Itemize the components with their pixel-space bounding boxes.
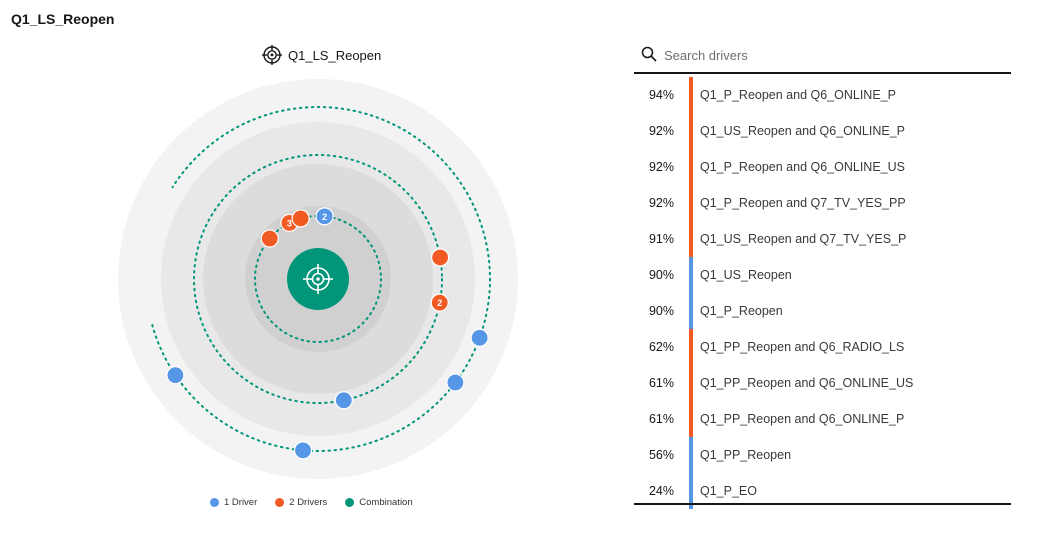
driver-percentage: 24% (648, 484, 674, 498)
driver-row[interactable]: 90% Q1_US_Reopen (634, 257, 1011, 293)
driver-name: Q1_P_Reopen and Q7_TV_YES_PP (700, 196, 906, 210)
driver-type-bar (689, 113, 693, 149)
driver-type-bar (689, 185, 693, 221)
search-bar (634, 38, 1011, 74)
driver-row[interactable]: 56% Q1_PP_Reopen (634, 437, 1011, 473)
radial-chart-panel: 3 2 2 Q1_LS_Reopen 1 Driver 2 Drivers Comb… (0, 38, 630, 542)
driver-percentage: 61% (648, 376, 674, 390)
legend-item-combination[interactable]: Combination (345, 497, 413, 508)
driver-row[interactable]: 62% Q1_PP_Reopen and Q6_RADIO_LS (634, 329, 1011, 365)
driver-percentage: 90% (648, 268, 674, 282)
orbit-outer-gap (143, 186, 175, 325)
legend-swatch (345, 498, 355, 507)
driver-row[interactable]: 92% Q1_P_Reopen and Q7_TV_YES_PP (634, 185, 1011, 221)
page-title: Q1_LS_Reopen (11, 11, 115, 27)
driver-name: Q1_US_Reopen and Q6_ONLINE_P (700, 124, 905, 138)
driver-type-bar (689, 221, 693, 257)
target-icon (262, 45, 282, 65)
two-driver-node[interactable] (430, 293, 449, 312)
target-icon-dot (316, 277, 320, 281)
driver-percentage: 62% (648, 340, 674, 354)
driver-name: Q1_PP_Reopen and Q6_ONLINE_US (700, 376, 914, 390)
driver-name: Q1_PP_Reopen (700, 448, 792, 462)
drivers-panel: 94% Q1_P_Reopen and Q6_ONLINE_P 92% Q1_US_R… (634, 38, 1011, 509)
driver-type-bar (689, 149, 693, 185)
two-driver-node[interactable] (431, 248, 450, 267)
legend-label: Combination (359, 497, 413, 508)
driver-type-bar (689, 329, 693, 365)
chart-header: Q1_LS_Reopen (262, 45, 381, 65)
one-driver-node[interactable] (334, 391, 353, 410)
chart-header-label: Q1_LS_Reopen (288, 47, 382, 63)
legend: 1 Driver 2 Drivers Combination (210, 497, 413, 508)
driver-percentage: 61% (648, 412, 674, 426)
driver-name: Q1_P_Reopen (700, 304, 783, 318)
driver-type-bar (689, 365, 693, 401)
node-count-badge: 2 (322, 212, 327, 222)
driver-name: Q1_P_Reopen and Q6_ONLINE_P (700, 88, 896, 102)
driver-name: Q1_P_EO (700, 484, 757, 498)
legend-label: 1 Driver (224, 497, 258, 508)
legend-swatch (210, 498, 219, 507)
driver-name: Q1_P_Reopen and Q6_ONLINE_US (700, 160, 905, 174)
radial-chart: 3 2 2 (118, 79, 518, 479)
search-icon[interactable] (641, 46, 657, 62)
one-driver-node[interactable] (446, 373, 465, 392)
driver-name: Q1_US_Reopen and Q7_TV_YES_P (700, 232, 907, 246)
driver-row[interactable]: 94% Q1_P_Reopen and Q6_ONLINE_P (634, 77, 1011, 113)
driver-name: Q1_PP_Reopen and Q6_RADIO_LS (700, 340, 905, 354)
driver-percentage: 91% (648, 232, 674, 246)
legend-swatch (275, 498, 285, 507)
driver-percentage: 92% (648, 124, 674, 138)
driver-type-bar (689, 437, 693, 473)
driver-name: Q1_PP_Reopen and Q6_ONLINE_P (700, 412, 905, 426)
driver-type-bar (689, 77, 693, 113)
driver-row[interactable]: 90% Q1_P_Reopen (634, 293, 1011, 329)
one-driver-node[interactable] (470, 328, 489, 347)
driver-row[interactable]: 91% Q1_US_Reopen and Q7_TV_YES_P (634, 221, 1011, 257)
one-driver-node[interactable] (315, 207, 334, 226)
target-icon-inner (311, 272, 325, 286)
driver-row[interactable]: 61% Q1_PP_Reopen and Q6_ONLINE_P (634, 401, 1011, 437)
driver-percentage: 92% (648, 196, 674, 210)
driver-type-bar (689, 257, 693, 293)
driver-type-bar (689, 401, 693, 437)
node-count-badge: 2 (437, 298, 442, 308)
one-driver-node[interactable] (166, 366, 185, 385)
driver-row[interactable]: 92% Q1_US_Reopen and Q6_ONLINE_P (634, 113, 1011, 149)
legend-item-two-drivers[interactable]: 2 Drivers (275, 497, 327, 508)
two-driver-node[interactable] (291, 209, 310, 228)
list-bottom-rule (634, 503, 1011, 505)
driver-percentage: 92% (648, 160, 674, 174)
legend-item-one-driver[interactable]: 1 Driver (210, 497, 257, 508)
driver-type-bar (689, 293, 693, 329)
orbit-middle (193, 154, 443, 404)
search-input[interactable] (634, 39, 1006, 71)
node-count-badge: 3 (287, 218, 292, 228)
driver-row[interactable]: 61% Q1_PP_Reopen and Q6_ONLINE_US (634, 365, 1011, 401)
drivers-list: 94% Q1_P_Reopen and Q6_ONLINE_P 92% Q1_US_R… (634, 77, 1011, 509)
driver-type-bar (689, 473, 693, 509)
driver-name: Q1_US_Reopen (700, 268, 792, 282)
driver-percentage: 56% (648, 448, 674, 462)
driver-row[interactable]: 24% Q1_P_EO (634, 473, 1011, 509)
legend-label: 2 Drivers (289, 497, 328, 508)
driver-row[interactable]: 92% Q1_P_Reopen and Q6_ONLINE_US (634, 149, 1011, 185)
one-driver-node[interactable] (293, 441, 313, 460)
driver-percentage: 94% (648, 88, 674, 102)
driver-percentage: 90% (648, 304, 674, 318)
two-driver-node[interactable] (260, 229, 279, 248)
